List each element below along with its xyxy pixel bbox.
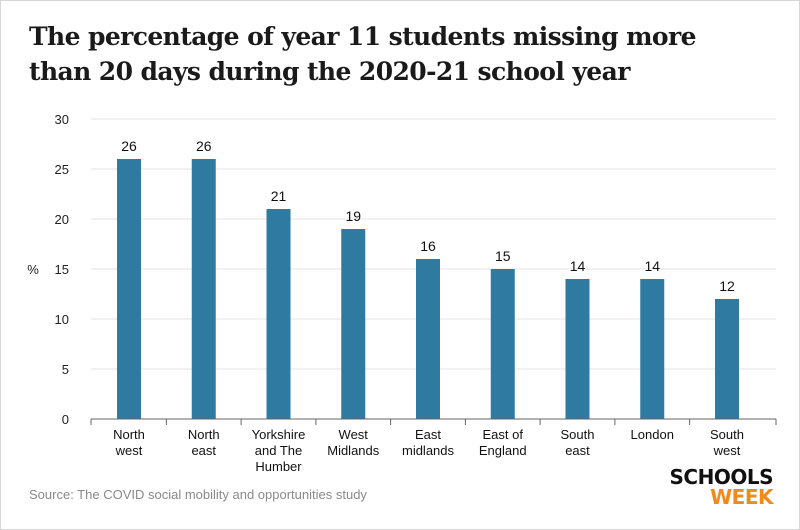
- category-labels: North west North east Yorkshire and The Humber…: [113, 427, 744, 474]
- category-label: North west: [113, 427, 145, 458]
- y-tick-label: 0: [62, 412, 69, 427]
- bar: [715, 299, 739, 419]
- data-label: 21: [271, 188, 287, 204]
- y-axis-ticks: 0 5 10 15 20 25 30: [55, 112, 69, 427]
- data-label: 12: [719, 278, 735, 294]
- y-tick-label: 30: [55, 112, 69, 127]
- data-label: 26: [121, 138, 137, 154]
- y-tick-label: 10: [55, 312, 69, 327]
- category-label: East midlands: [402, 427, 455, 458]
- y-tick-label: 5: [62, 362, 69, 377]
- y-tick-label: 25: [55, 162, 69, 177]
- y-axis-label: %: [27, 262, 39, 277]
- bars: [117, 159, 739, 419]
- y-tick-label: 15: [55, 262, 69, 277]
- category-label: South west: [710, 427, 744, 458]
- category-label: West Midlands: [327, 427, 380, 458]
- bar: [341, 229, 366, 419]
- data-labels: 26 26 21 19 16 15 14 14 12: [121, 138, 735, 294]
- data-label: 26: [196, 138, 212, 154]
- data-label: 16: [420, 238, 436, 254]
- bar: [640, 279, 665, 419]
- bar: [565, 279, 590, 419]
- bar: [117, 159, 141, 419]
- category-label: London: [631, 427, 674, 442]
- data-label: 14: [570, 258, 586, 274]
- data-label: 14: [644, 258, 660, 274]
- data-label: 19: [345, 208, 361, 224]
- category-label: South east: [561, 427, 595, 458]
- logo-line-2: WEEK: [710, 485, 773, 509]
- y-tick-label: 20: [55, 212, 69, 227]
- category-label: North east: [188, 427, 220, 458]
- logo-line-1: SCHOOLS: [669, 465, 774, 489]
- category-label: East of England: [479, 427, 527, 458]
- category-label: Yorkshire and The Humber: [252, 427, 306, 474]
- schools-week-logo: SCHOOLS WEEK: [663, 465, 774, 509]
- bar: [266, 209, 291, 419]
- bar: [490, 269, 515, 419]
- bar: [191, 159, 216, 419]
- chart-title: The percentage of year 11 students missi…: [29, 22, 696, 86]
- data-label: 15: [495, 248, 511, 264]
- source-note: Source: The COVID social mobility and op…: [29, 487, 367, 502]
- x-axis-ticks: [90, 419, 777, 425]
- bar: [416, 259, 440, 419]
